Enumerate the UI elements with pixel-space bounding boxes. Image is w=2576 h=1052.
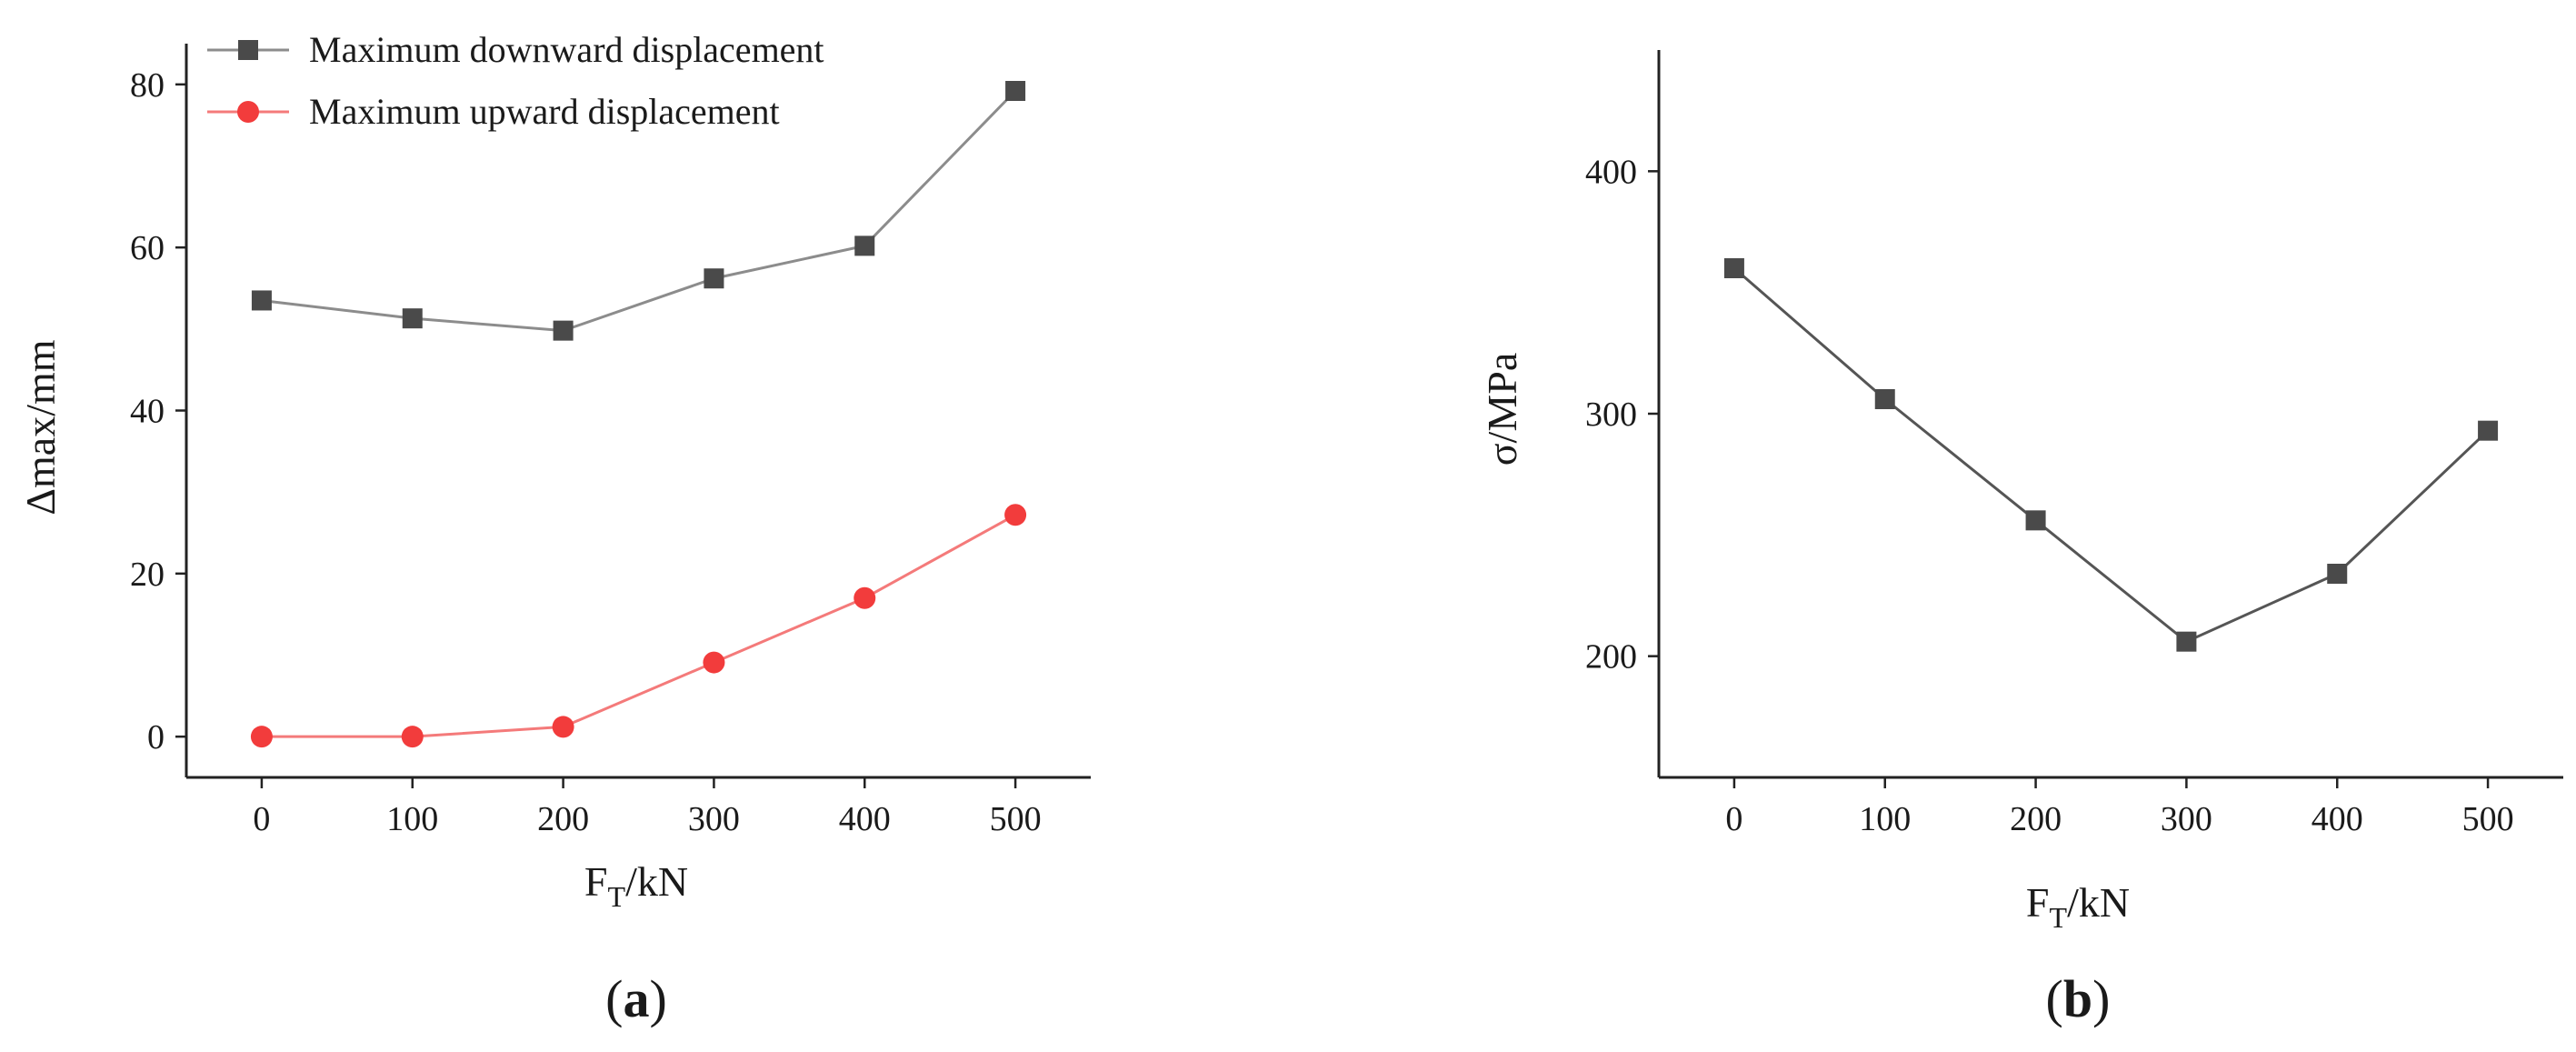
panel-b-x-axis-label-rest: /kN: [2067, 879, 2130, 926]
panel-b-y-axis-label: σ/MPa: [1479, 353, 1525, 466]
panel-b-y-tick-label: 400: [1585, 153, 1637, 191]
panel-b-y-tick-label: 200: [1585, 638, 1637, 676]
panel-a: 0 100 200 300 400 500 0 20 40 60 80 Maximum downwa…: [17, 29, 1091, 1028]
panel-a-data-point: [402, 308, 423, 329]
panel-a-data-point: [703, 651, 725, 674]
panel-a-series-line-1: [261, 513, 1016, 738]
panel-b-label: (b): [2046, 969, 2111, 1028]
panel-a-label-letter: a: [624, 969, 650, 1028]
panel-a-legend: Maximum downward displacement Maximum upw…: [207, 29, 824, 132]
panel-a-label-open: (: [605, 969, 623, 1028]
panel-a-label: (a): [605, 969, 667, 1028]
panel-b-x-axis-label-base: F: [2026, 879, 2050, 926]
panel-a-y-tick-label: 80: [130, 66, 165, 105]
panel-a-data-point: [401, 726, 424, 748]
panel-b-data-point: [1723, 258, 1744, 278]
panel-b-x-tick-label: 400: [2311, 800, 2363, 838]
panel-b-y-tick-label: 300: [1585, 396, 1637, 434]
panel-b-x-tick-label: 100: [1859, 800, 1911, 838]
panel-a-data-point: [553, 320, 574, 341]
panel-b: 0 100 200 300 400 500 200 300 400 σ/MPa FT/kN (b…: [1479, 50, 2563, 1028]
panel-a-legend-marker: [238, 40, 258, 60]
panel-a-x-tick-label: 100: [386, 800, 438, 838]
panel-a-legend-marker: [237, 101, 259, 123]
panel-a-y-tick-label: 20: [130, 556, 165, 594]
panel-a-x-tick-label: 500: [990, 800, 1042, 838]
panel-b-data-point: [2327, 564, 2348, 584]
panel-a-legend-label: Maximum downward displacement: [309, 29, 824, 70]
panel-a-y-tick-label: 40: [130, 393, 165, 431]
panel-a-data-point: [854, 586, 876, 609]
panel-b-x-tick-label: 200: [2010, 800, 2062, 838]
panel-a-x-axis-label-sub: T: [608, 880, 626, 913]
panel-a-y-tick-label: 60: [130, 229, 165, 267]
panel-b-x-tick-label: 0: [1725, 800, 1742, 838]
panel-b-data-point: [2478, 420, 2499, 441]
panel-b-axes: [1657, 50, 2563, 779]
panel-b-data-point: [2176, 631, 2197, 652]
panel-b-series: [1723, 258, 2499, 652]
panel-b-series-line-0: [1732, 266, 2490, 644]
panel-a-data-point: [704, 268, 724, 289]
panel-a-data-point: [250, 726, 273, 748]
panel-b-label-letter: b: [2063, 969, 2092, 1028]
panel-a-data-point: [552, 716, 574, 738]
panel-b-x-axis-label: FT/kN: [2026, 879, 2130, 934]
panel-a-x-axis-label-base: F: [584, 858, 608, 905]
panel-a-series-line-0: [261, 89, 1017, 333]
panel-a-ticks: 0 100 200 300 400 500 0 20 40 60 80: [130, 66, 1042, 838]
panel-a-data-point: [854, 235, 875, 256]
panel-a-x-tick-label: 200: [537, 800, 589, 838]
panel-b-x-axis-label-sub: T: [2050, 901, 2068, 934]
panel-a-label-close: ): [650, 969, 667, 1028]
panel-a-data-point: [1005, 81, 1026, 102]
panel-b-label-close: ): [2092, 969, 2110, 1028]
panel-a-y-tick-label: 0: [147, 718, 165, 756]
panel-b-label-open: (: [2046, 969, 2063, 1028]
panel-a-legend-label: Maximum upward displacement: [309, 91, 780, 132]
panel-b-data-point: [1874, 389, 1895, 409]
panel-a-data-point: [1004, 504, 1027, 526]
panel-a-series: [250, 81, 1027, 748]
panel-b-x-tick-label: 500: [2462, 800, 2514, 838]
panel-a-data-point: [251, 290, 272, 311]
panel-a-x-tick-label: 400: [839, 800, 891, 838]
panel-a-x-tick-label: 0: [253, 800, 270, 838]
panel-a-y-axis-label: Δmax/mm: [17, 339, 64, 515]
panel-b-x-tick-label: 300: [2161, 800, 2212, 838]
panel-a-x-tick-label: 300: [688, 800, 740, 838]
panel-b-ticks: 0 100 200 300 400 500 200 300 400: [1585, 153, 2514, 838]
panel-a-x-axis-label-rest: /kN: [625, 858, 688, 905]
panel-b-data-point: [2025, 510, 2046, 531]
panel-a-x-axis-label: FT/kN: [584, 858, 688, 913]
